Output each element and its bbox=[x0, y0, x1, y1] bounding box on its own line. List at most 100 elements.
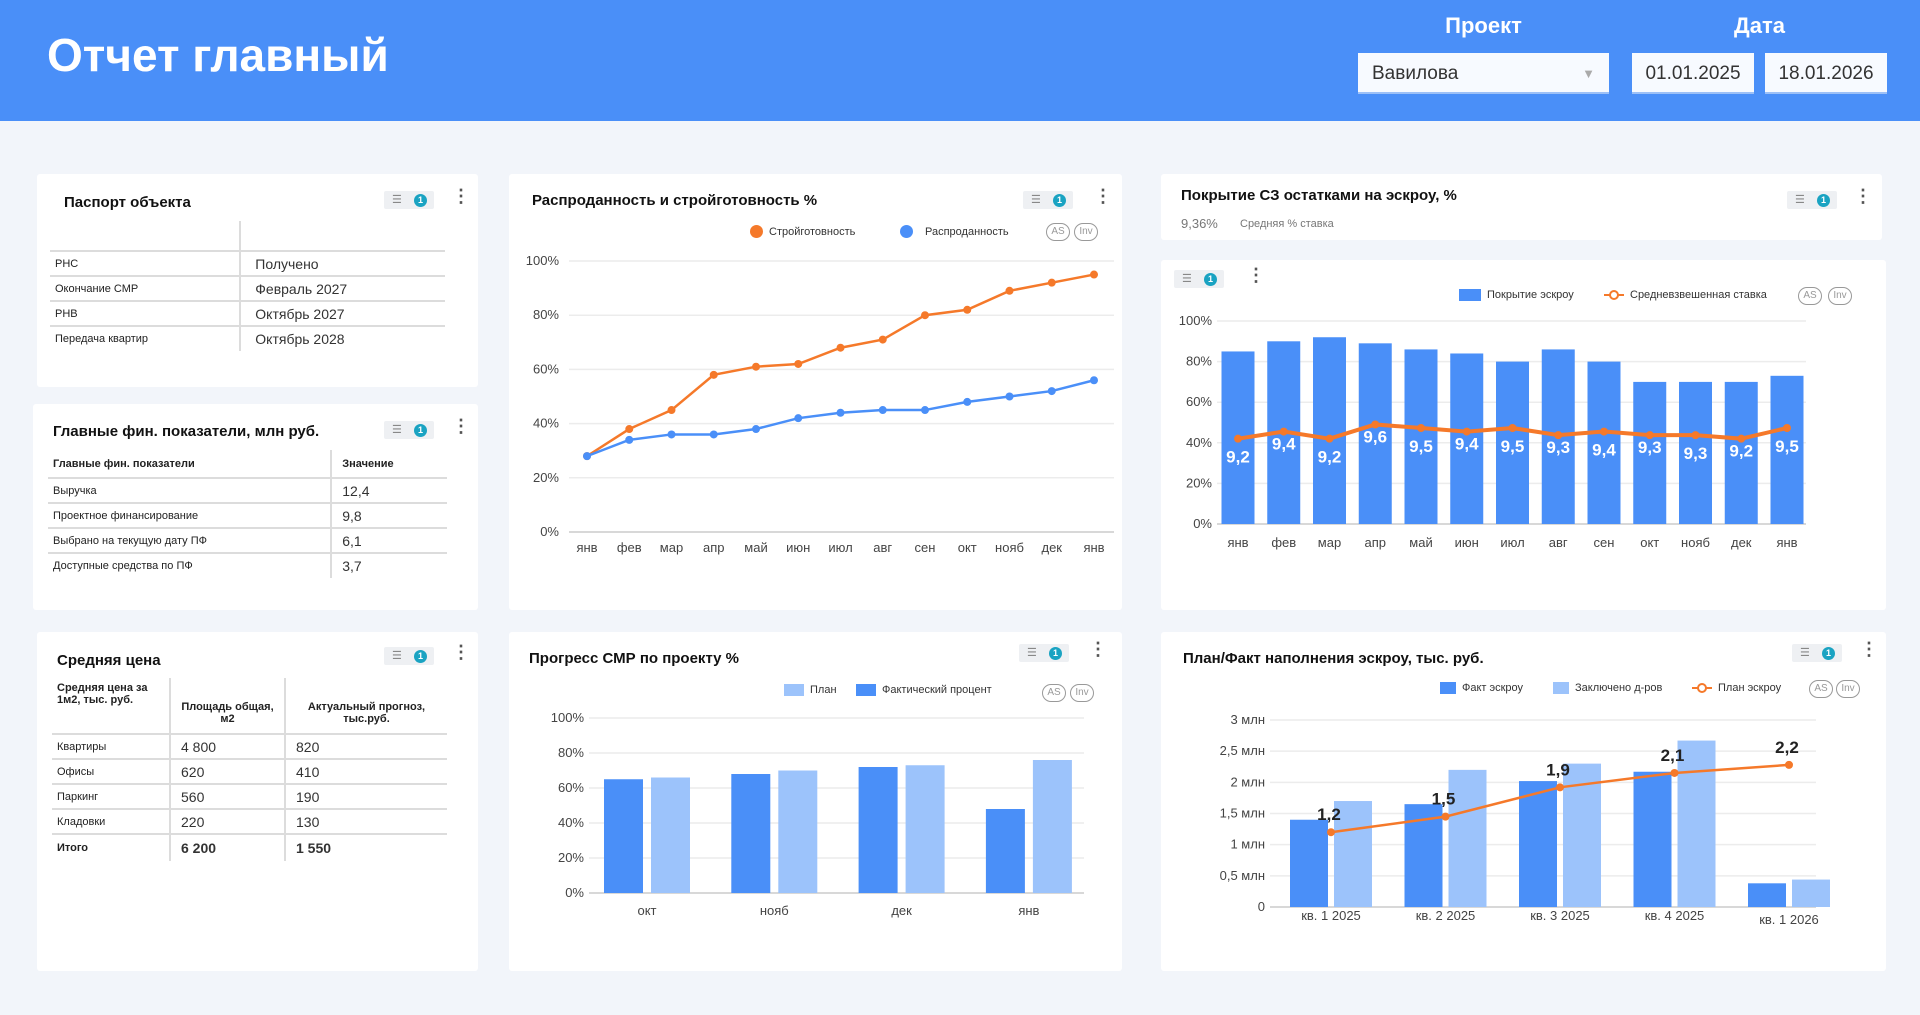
row-value: 820 bbox=[284, 734, 447, 760]
y-tick-label: 0% bbox=[565, 885, 584, 900]
fin-table: Главные фин. показатели Значение Выручка 1… bbox=[48, 450, 447, 578]
filter-count-badge: 1 bbox=[1817, 194, 1830, 207]
header: Отчет главный Проект Вавилова ▼ Дата 01.… bbox=[0, 0, 1920, 121]
bar bbox=[1496, 361, 1529, 524]
filter-button[interactable]: ☰ 1 bbox=[1792, 644, 1842, 662]
data-point bbox=[1005, 392, 1014, 401]
more-menu-icon[interactable]: ⋮ bbox=[1094, 186, 1112, 206]
x-tick-label: мар bbox=[660, 540, 683, 555]
inv-toggle[interactable]: Inv bbox=[1074, 223, 1098, 241]
data-label: 9,4 bbox=[1272, 435, 1296, 454]
data-label: 1,9 bbox=[1546, 760, 1570, 779]
x-tick-label: янв bbox=[1227, 535, 1248, 550]
filter-button[interactable]: ☰ 1 bbox=[384, 647, 434, 665]
more-menu-icon[interactable]: ⋮ bbox=[452, 186, 470, 206]
as-toggle[interactable]: AS bbox=[1046, 223, 1070, 241]
table-row: Выручка 12,4 bbox=[48, 478, 447, 504]
x-tick-label: июл bbox=[1500, 535, 1524, 550]
as-toggle[interactable]: AS bbox=[1809, 680, 1833, 698]
y-tick-label: 40% bbox=[1186, 435, 1212, 450]
date-from-input[interactable]: 01.01.2025 bbox=[1632, 53, 1754, 94]
column-header[interactable]: Значение bbox=[330, 450, 447, 479]
row-value: 620 bbox=[169, 759, 285, 785]
data-point bbox=[1556, 783, 1564, 792]
as-toggle[interactable]: AS bbox=[1042, 684, 1066, 702]
inv-toggle[interactable]: Inv bbox=[1836, 680, 1860, 698]
data-point bbox=[1600, 427, 1608, 436]
row-value: 220 bbox=[169, 809, 285, 835]
table-row: Окончание СМР Февраль 2027 bbox=[50, 276, 445, 302]
bar bbox=[1358, 343, 1392, 524]
legend-item[interactable]: Фактический процент bbox=[856, 684, 992, 696]
data-point bbox=[1047, 278, 1056, 287]
data-point bbox=[1554, 431, 1563, 440]
bar bbox=[1724, 381, 1758, 524]
legend-item[interactable]: План bbox=[784, 684, 837, 696]
bar bbox=[1633, 381, 1667, 524]
data-point bbox=[752, 425, 760, 434]
filter-button[interactable]: ☰ 1 bbox=[1023, 191, 1073, 209]
legend-dot-icon bbox=[750, 225, 763, 238]
data-point bbox=[1005, 286, 1014, 295]
filter-button[interactable]: ☰ 1 bbox=[384, 421, 434, 439]
project-select[interactable]: Вавилова ▼ bbox=[1358, 53, 1609, 94]
card-title: Главные фин. показатели, млн руб. bbox=[53, 423, 320, 440]
legend-label: Фактический процент bbox=[882, 684, 992, 696]
column-header[interactable]: Актуальный прогноз, тыс.руб. bbox=[284, 678, 447, 735]
more-menu-icon[interactable]: ⋮ bbox=[452, 642, 470, 662]
as-toggle[interactable]: AS bbox=[1798, 287, 1822, 305]
data-point bbox=[878, 335, 887, 344]
legend-item[interactable]: Распроданность bbox=[900, 225, 1009, 238]
coverage-chart-card: 0% 20% 40% 60% 80% 100% янв фев мар апр май июн июл а… bbox=[1161, 260, 1886, 610]
row-label: Доступные средства по ПФ bbox=[53, 560, 193, 572]
y-tick-label: 2 млн bbox=[1230, 774, 1265, 789]
legend-label: Факт эскроу bbox=[1462, 682, 1524, 694]
y-tick-label: 0 bbox=[1258, 899, 1265, 914]
y-tick-label: 100% bbox=[526, 253, 560, 268]
more-menu-icon[interactable]: ⋮ bbox=[452, 416, 470, 436]
data-point bbox=[752, 362, 760, 371]
inv-toggle[interactable]: Inv bbox=[1070, 684, 1094, 702]
bar bbox=[1770, 375, 1804, 524]
column-header[interactable]: Главные фин. показатели bbox=[48, 450, 332, 479]
y-tick-label: 80% bbox=[1186, 354, 1212, 369]
data-point bbox=[667, 406, 676, 415]
filter-button[interactable]: ☰ 1 bbox=[1019, 644, 1069, 662]
legend-item[interactable]: Стройготовность bbox=[750, 225, 855, 238]
row-value: 6,1 bbox=[330, 528, 447, 554]
filter-button[interactable]: ☰ 1 bbox=[1787, 191, 1837, 209]
more-menu-icon[interactable]: ⋮ bbox=[1247, 265, 1265, 285]
legend-label: Стройготовность bbox=[769, 225, 856, 238]
legend-item[interactable]: Заключено д-ров bbox=[1553, 682, 1662, 694]
x-tick-label: мар bbox=[1318, 535, 1341, 550]
inv-toggle[interactable]: Inv bbox=[1828, 287, 1852, 305]
more-menu-icon[interactable]: ⋮ bbox=[1089, 639, 1107, 659]
data-point bbox=[836, 343, 845, 352]
x-tick-label: авг bbox=[1549, 535, 1568, 550]
bar bbox=[604, 779, 643, 893]
legend-item[interactable]: Средневзвешенная ставка bbox=[1604, 289, 1767, 301]
y-tick-label: 60% bbox=[558, 780, 584, 795]
card-title: Паспорт объекта bbox=[64, 194, 191, 211]
date-to-input[interactable]: 18.01.2026 bbox=[1765, 53, 1887, 94]
filter-button[interactable]: ☰ 1 bbox=[384, 191, 434, 209]
column-header[interactable]: Средняя цена за 1м2, тыс. руб. bbox=[52, 678, 170, 735]
more-menu-icon[interactable]: ⋮ bbox=[1854, 186, 1872, 206]
x-tick-label: окт bbox=[958, 540, 977, 555]
filter-icon: ☰ bbox=[392, 194, 402, 206]
legend-label: Средневзвешенная ставка bbox=[1630, 289, 1767, 301]
y-tick-label: 1,5 млн bbox=[1220, 806, 1265, 821]
legend-item[interactable]: Факт эскроу bbox=[1440, 682, 1523, 694]
filter-button[interactable]: ☰ 1 bbox=[1174, 270, 1224, 288]
x-tick-label: янв bbox=[1018, 903, 1039, 918]
sales-readiness-chart-card: 0% 20% 40% 60% 80% 100% янв фев мар апр май июн июл а… bbox=[509, 174, 1122, 610]
row-label: Кладовки bbox=[52, 809, 170, 835]
table-row: РНВ Октябрь 2027 bbox=[50, 301, 445, 327]
more-menu-icon[interactable]: ⋮ bbox=[1860, 639, 1878, 659]
legend-item[interactable]: Покрытие эскроу bbox=[1459, 289, 1574, 301]
bar bbox=[778, 770, 818, 893]
x-tick-label: янв bbox=[576, 540, 597, 555]
table-row: Выбрано на текущую дату ПФ 6,1 bbox=[48, 528, 447, 554]
legend-item[interactable]: План эскроу bbox=[1692, 682, 1781, 694]
column-header[interactable]: Площадь общая, м2 bbox=[169, 678, 285, 735]
